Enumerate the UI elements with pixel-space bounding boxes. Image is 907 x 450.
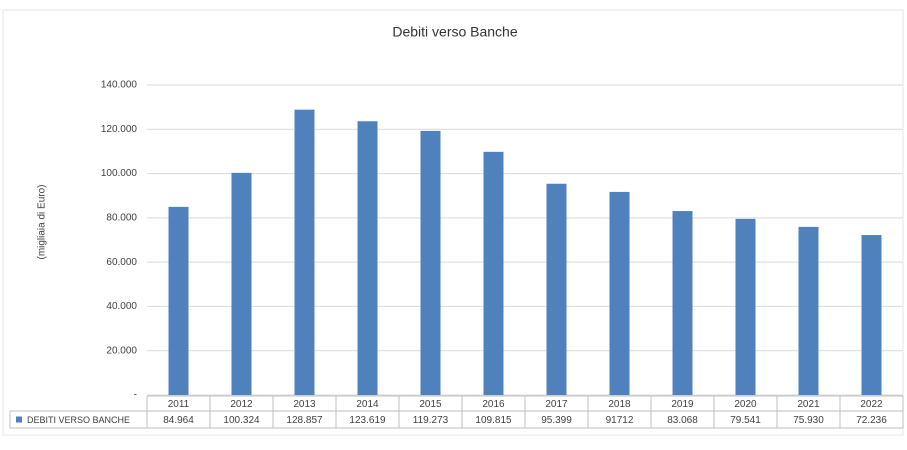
y-tick-label: 140.000	[101, 80, 138, 91]
legend-label: DEBITI VERSO BANCHE	[27, 415, 130, 425]
legend-marker	[16, 416, 22, 423]
data-label: 100.324	[223, 415, 260, 426]
bar	[420, 130, 441, 395]
y-axis-label: (migliaia di Euro)	[37, 184, 48, 259]
x-tick-label: 2013	[293, 399, 316, 410]
x-tick-label: 2012	[230, 399, 253, 410]
data-label: 83.068	[667, 415, 698, 426]
data-label: 91712	[606, 415, 634, 426]
x-tick-label: 2021	[797, 399, 820, 410]
bar	[861, 235, 882, 395]
x-tick-label: 2015	[419, 399, 442, 410]
y-tick-label: 100.000	[101, 168, 138, 179]
x-tick-label: 2016	[482, 399, 505, 410]
data-label: 123.619	[349, 415, 386, 426]
bar	[672, 211, 693, 395]
data-label: 119.273	[413, 415, 449, 426]
x-tick-label: 2018	[608, 399, 631, 410]
y-tick-label: 80.000	[106, 212, 137, 223]
data-label: 72.236	[856, 415, 887, 426]
data-label: 128.857	[286, 415, 323, 426]
y-tick-label: 40.000	[106, 301, 137, 312]
bar	[168, 206, 189, 395]
data-label: 75.930	[793, 415, 824, 426]
x-tick-label: 2020	[734, 399, 757, 410]
bar	[798, 226, 819, 395]
x-tick-label: 2011	[168, 399, 190, 410]
bar	[294, 109, 315, 396]
bar	[546, 183, 567, 395]
x-tick-label: 2019	[671, 399, 694, 410]
y-tick-label: 120.000	[101, 124, 138, 135]
y-tick-label: 20.000	[106, 345, 137, 356]
chart-frame	[2, 9, 904, 436]
y-tick-label: 60.000	[106, 257, 137, 268]
x-tick-label: 2014	[356, 399, 379, 410]
data-label: 109.815	[475, 415, 512, 426]
x-tick-label: 2022	[860, 399, 883, 410]
bar	[483, 151, 504, 395]
bar	[609, 191, 630, 395]
data-label: 95.399	[541, 415, 572, 426]
bar	[231, 172, 252, 395]
data-label: 84.964	[163, 415, 194, 426]
bar	[735, 218, 756, 395]
chart-title: Debiti verso Banche	[392, 24, 518, 40]
x-tick-label: 2017	[545, 399, 568, 410]
bar	[357, 121, 378, 395]
data-label: 79.541	[730, 415, 761, 426]
y-tick-label: -	[134, 390, 137, 401]
